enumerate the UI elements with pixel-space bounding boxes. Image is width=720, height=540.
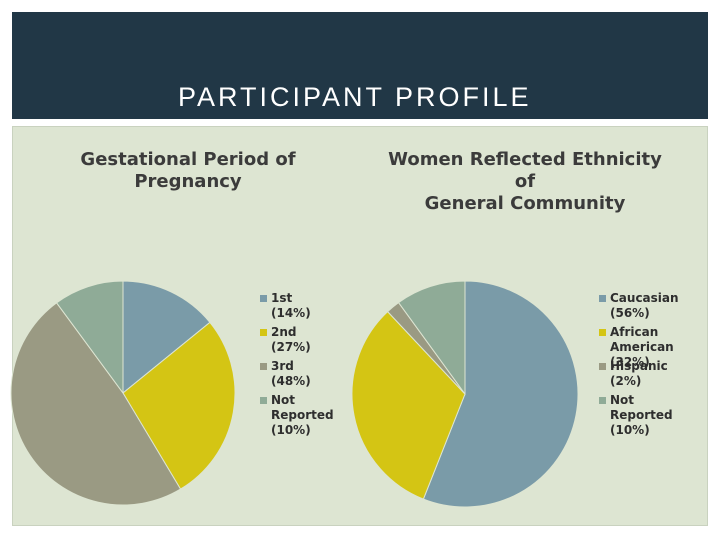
chart1-title-line1: Gestational Period of (80, 149, 296, 170)
chart2-legend-swatch (599, 329, 606, 336)
slide-title: PARTICIPANT PROFILE (178, 82, 532, 112)
chart2-title: Women Reflected Ethnicity of General Com… (375, 149, 675, 215)
chart2-legend-swatch (599, 363, 606, 370)
chart2-legend-label: African American (32%) (610, 325, 674, 369)
chart1-legend-swatch (260, 397, 267, 404)
charts-panel: Gestational Period of Pregnancy 1st (14%… (10, 126, 708, 526)
chart2-title-line1: Women Reflected Ethnicity of (388, 149, 662, 192)
chart1-legend-label: 1st (14%) (271, 291, 311, 320)
chart1-pie (10, 280, 236, 506)
chart2-legend-swatch (599, 295, 606, 302)
chart2-legend: Caucasian (56%) African American (32%) Hi… (599, 291, 707, 437)
chart1-legend-label: 2nd (27%) (271, 325, 311, 354)
chart2-pie (351, 280, 579, 508)
chart1-slice-3 (10, 302, 182, 506)
chart1-legend: 1st (14%) 2nd (27%) 3rd (48%) Not Report… (260, 291, 370, 437)
chart2-legend-label: Hispanic (2%) (610, 359, 668, 388)
slide-header: PARTICIPANT PROFILE (12, 12, 708, 119)
chart1-legend-swatch (260, 295, 267, 302)
chart2-legend-label: Not Reported (10%) (610, 393, 673, 437)
chart2-title-line2: General Community (424, 193, 626, 214)
chart1-title: Gestational Period of Pregnancy (73, 149, 303, 193)
chart1-slice-4 (55, 280, 124, 395)
chart1-title-line2: Pregnancy (134, 171, 242, 192)
chart2-legend-swatch (599, 397, 606, 404)
chart1-legend-swatch (260, 329, 267, 336)
chart1-legend-swatch (260, 363, 267, 370)
chart2-legend-label: Caucasian (56%) (610, 291, 679, 320)
chart1-legend-label: Not Reported (10%) (271, 393, 334, 437)
chart2-slice-4 (397, 280, 466, 396)
chart1-slice-1 (122, 280, 211, 395)
chart2-slice-1 (422, 280, 579, 508)
chart1-slice-2 (122, 321, 236, 490)
chart1-legend-label: 3rd (48%) (271, 359, 311, 388)
chart2-slice-2 (351, 310, 466, 500)
